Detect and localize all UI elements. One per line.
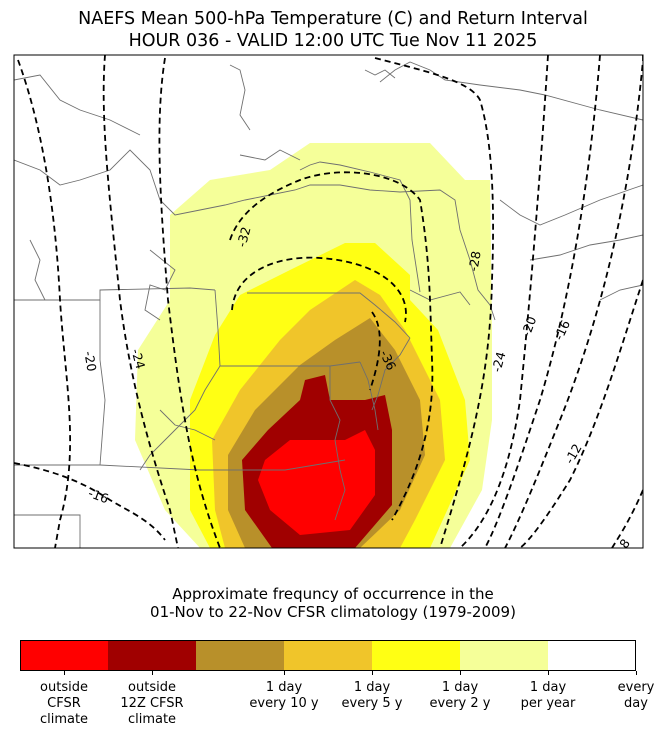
- colorbar-label-ten-year: 1 day every 10 y: [249, 680, 319, 711]
- contour-20-west: [17, 59, 71, 548]
- contour-label: -24: [128, 347, 148, 371]
- colorbar-label-every-day: every day: [617, 680, 655, 711]
- contour-label: -28: [465, 250, 483, 273]
- map-frame: [13, 54, 644, 549]
- contour-label: -32: [234, 225, 254, 249]
- shade-outside-cfsr: [258, 430, 375, 535]
- title-line-2: HOUR 036 - VALID 12:00 UTC Tue Nov 11 20…: [128, 31, 538, 51]
- colorbar-swatch-ten-year: [196, 640, 284, 671]
- colorbar-swatch-outside-12z: [108, 640, 196, 671]
- colorbar-swatch-every-day: [548, 640, 636, 671]
- contour-36: [369, 311, 381, 391]
- colorbar-swatch-outside-cfsr: [20, 640, 108, 671]
- contour-24-west: [102, 55, 179, 548]
- caption-line-2: 01-Nov to 22-Nov CFSR climatology (1979-…: [150, 603, 516, 621]
- contour-12-east: [519, 279, 643, 548]
- colorbar-tick: [284, 671, 285, 675]
- contour-16-south: [14, 462, 166, 541]
- colorbar-tick: [460, 671, 461, 675]
- colorbar-label-outside-12z: outside 12Z CFSR climate: [120, 680, 184, 727]
- map-panel: -32 -28 -36 -20 -24 -24 -20 -16 -12 -16 …: [13, 54, 644, 549]
- colorbar-tick: [548, 671, 549, 675]
- title-line-1: NAEFS Mean 500-hPa Temperature (C) and R…: [78, 9, 588, 29]
- contour-label: -20: [81, 350, 99, 373]
- contour-label: -16: [86, 485, 110, 506]
- contour-28-east: [374, 57, 494, 548]
- colorbar-label-per-year: 1 day per year: [520, 680, 576, 711]
- colorbar-label-outside-cfsr: outside CFSR climate: [39, 680, 89, 727]
- contour-28-west: [158, 57, 221, 548]
- contour-16-east: [504, 55, 643, 548]
- caption-line-1: Approximate frequncy of occurrence in th…: [172, 585, 494, 603]
- colorbar-tick: [64, 671, 65, 675]
- colorbar-swatch-per-year: [460, 640, 548, 671]
- colorbar-tick: [636, 671, 637, 675]
- contour-24-east: [459, 55, 549, 548]
- colorbar-swatch-five-year: [284, 640, 372, 671]
- contour-32: [229, 171, 434, 521]
- contour-20-east: [484, 55, 601, 548]
- contour-label: -20: [518, 314, 539, 338]
- colorbar-tick: [372, 671, 373, 675]
- colorbar-label-two-year: 1 day every 2 y: [429, 680, 491, 711]
- temperature-contours: [14, 55, 643, 548]
- colorbar-swatch-two-year: [372, 640, 460, 671]
- colorbar-tick: [152, 671, 153, 675]
- colorbar-label-five-year: 1 day every 5 y: [341, 680, 403, 711]
- contour-8-east: [611, 489, 643, 548]
- contour-label: -24: [489, 350, 509, 374]
- contour-32-inner: [231, 256, 407, 323]
- coastline-borders: [14, 61, 643, 548]
